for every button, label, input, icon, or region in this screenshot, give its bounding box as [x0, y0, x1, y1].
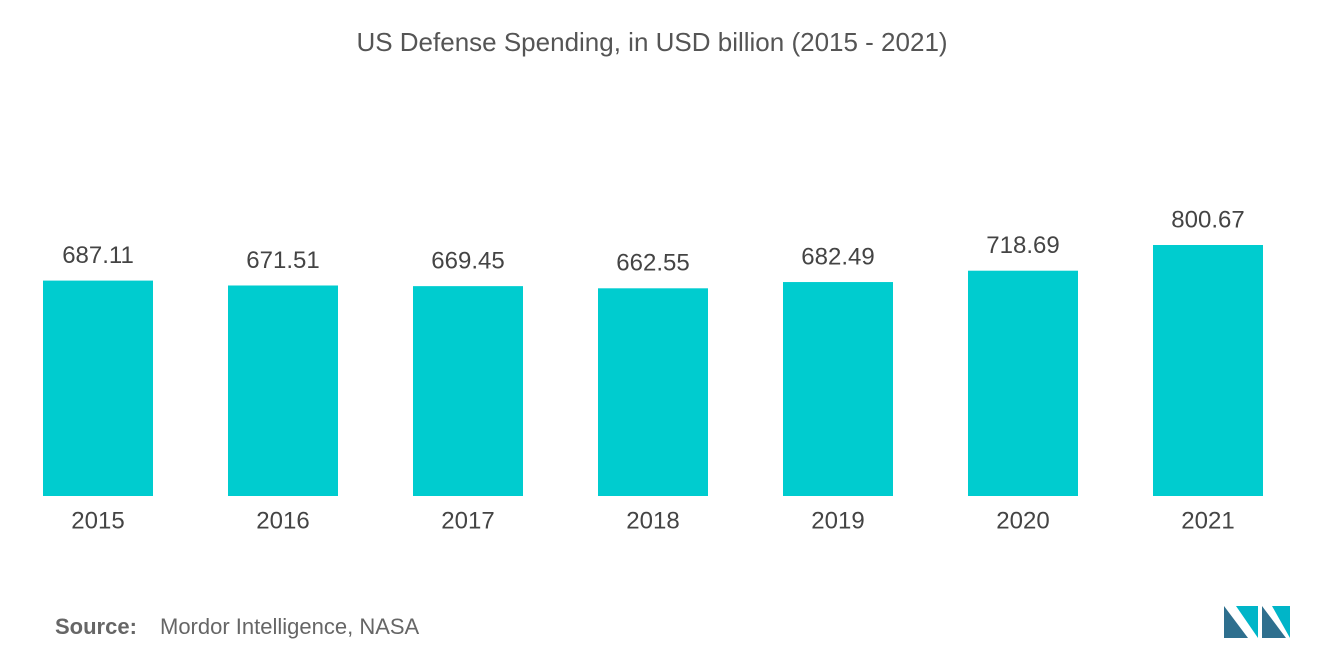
value-label: 718.69 [986, 232, 1059, 259]
bar [598, 288, 708, 496]
bar [783, 282, 893, 496]
value-label: 682.49 [801, 243, 874, 270]
bar [968, 270, 1078, 496]
x-tick-label: 2021 [1181, 507, 1234, 534]
x-tick-label: 2017 [441, 507, 494, 534]
value-label: 669.45 [431, 247, 504, 274]
x-tick-label: 2015 [71, 507, 124, 534]
source-label: Source: [55, 614, 137, 639]
bar [43, 280, 153, 496]
bar [228, 285, 338, 496]
chart-title: US Defense Spending, in USD billion (201… [356, 27, 947, 57]
bar [413, 286, 523, 496]
x-tick-label: 2019 [811, 507, 864, 534]
bar [1153, 245, 1263, 496]
x-tick-label: 2016 [256, 507, 309, 534]
x-tick-label: 2020 [996, 507, 1049, 534]
value-label: 662.55 [616, 250, 689, 277]
value-label: 800.67 [1171, 206, 1244, 233]
value-label: 687.11 [62, 242, 134, 269]
x-tick-label: 2018 [626, 507, 679, 534]
logo [1224, 606, 1290, 638]
value-label: 671.51 [246, 247, 319, 274]
source-text: Mordor Intelligence, NASA [160, 614, 420, 639]
